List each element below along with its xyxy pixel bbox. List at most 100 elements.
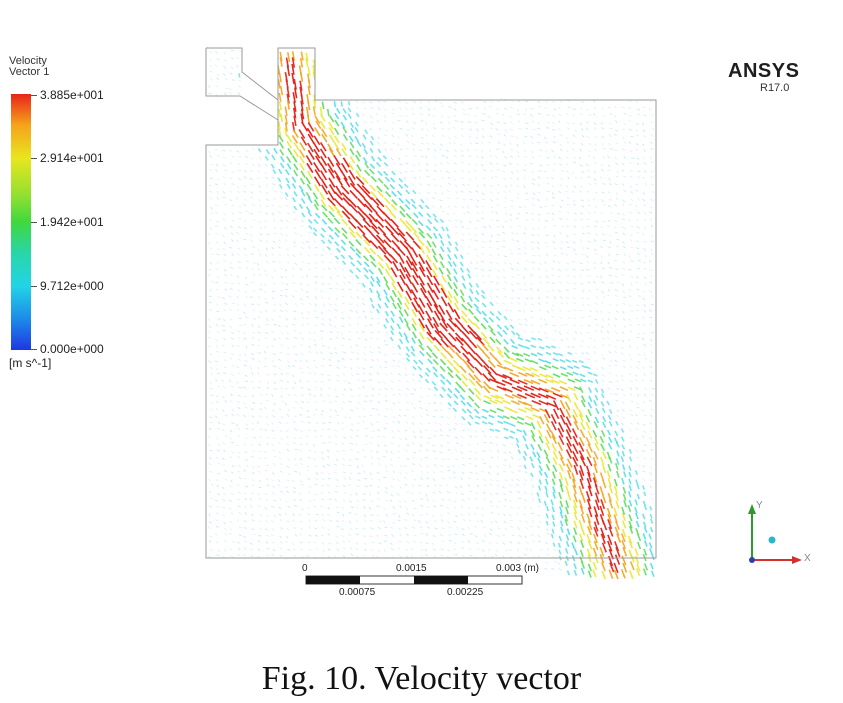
velocity-vector-arrow [628,100,632,103]
velocity-vector-arrow [361,420,366,423]
velocity-vector-arrow [600,122,604,125]
velocity-vector-arrow [587,379,594,384]
velocity-vector-arrow [488,317,494,323]
velocity-vector-arrow [300,170,306,178]
velocity-vector-arrow [413,478,417,481]
velocity-vector-arrow [573,569,578,576]
velocity-vector-arrow [336,366,340,369]
velocity-vector-arrow [546,198,549,201]
velocity-vector-arrow [490,211,494,214]
velocity-vector-arrow [550,386,561,393]
velocity-vector-arrow [266,442,270,446]
velocity-vector-arrow [278,261,282,264]
velocity-vector-arrow [314,343,317,347]
velocity-vector-arrow [384,204,392,213]
velocity-vector-arrow [413,359,418,365]
velocity-vector-arrow [566,275,570,277]
velocity-vector-arrow [496,121,500,124]
velocity-vector-arrow [286,479,290,482]
velocity-vector-arrow [321,542,325,546]
velocity-vector-arrow [299,234,303,237]
velocity-vector-arrow [628,372,632,376]
velocity-vector-arrow [299,548,304,551]
velocity-vector-arrow [405,198,411,205]
velocity-vector-arrow [404,302,410,311]
velocity-vector-arrow [287,360,290,364]
velocity-vector-arrow [572,535,577,543]
velocity-vector-arrow [215,478,219,482]
velocity-vector-arrow [398,309,404,317]
velocity-vector-arrow [546,156,550,159]
velocity-vector-arrow [426,232,433,240]
velocity-vector-arrow [425,351,432,359]
velocity-vector-arrow [635,204,638,208]
velocity-vector-arrow [237,226,241,229]
velocity-vector-arrow [545,374,554,379]
velocity-vector-arrow [242,414,246,418]
velocity-vector-arrow [439,261,445,269]
velocity-vector-arrow [565,217,569,220]
velocity-vector-arrow [315,351,319,355]
velocity-vector-arrow [469,435,473,438]
velocity-vector-arrow [524,108,528,112]
velocity-vector-arrow [448,136,451,140]
velocity-vector-arrow [488,386,499,392]
velocity-vector-arrow [511,344,518,349]
velocity-vector-arrow [238,476,242,480]
velocity-vector-arrow [398,409,402,411]
velocity-vector-arrow [551,345,556,349]
velocity-vector-arrow [244,276,248,280]
velocity-vector-arrow [389,295,395,303]
velocity-vector-arrow [564,560,568,567]
velocity-vector-arrow [460,190,464,193]
velocity-vector-arrow [216,197,220,200]
velocity-vector-arrow [453,162,457,165]
velocity-vector-arrow [516,297,520,300]
velocity-vector-arrow [588,337,592,339]
velocity-vector-arrow [462,533,465,537]
velocity-vector-arrow [245,464,249,468]
velocity-vector-arrow [481,359,490,369]
velocity-vector-arrow [214,211,218,214]
velocity-vector-arrow [327,528,331,531]
velocity-vector-arrow [222,176,226,179]
velocity-vector-arrow [530,142,534,145]
velocity-vector-arrow [494,175,498,178]
velocity-vector-arrow [397,456,401,459]
velocity-vector-arrow [350,435,353,439]
velocity-vector-arrow [544,360,552,365]
velocity-vector-arrow [321,451,324,455]
velocity-vector-arrow [425,521,429,524]
velocity-vector-arrow [650,274,653,277]
velocity-vector-arrow [222,149,226,152]
velocity-vector-arrow [328,127,335,136]
velocity-vector-arrow [356,304,359,307]
velocity-vector-arrow [490,169,493,173]
velocity-vector-arrow [391,199,398,206]
velocity-vector-arrow [347,316,351,320]
velocity-vector-arrow [559,520,564,527]
velocity-vector-arrow [384,176,391,182]
velocity-vector-arrow [622,317,626,321]
velocity-vector-arrow [483,479,487,482]
velocity-vector-arrow [453,302,460,311]
velocity-vector-arrow [327,143,334,153]
velocity-vector-arrow [258,198,261,202]
velocity-vector-arrow [420,198,425,204]
velocity-vector-arrow [558,120,561,124]
velocity-vector-arrow [447,469,451,472]
velocity-vector-arrow [448,533,452,537]
velocity-vector-arrow [299,479,302,483]
velocity-vector-arrow [544,542,548,545]
velocity-vector-arrow [405,133,409,137]
figure-caption: Fig. 10. Velocity vector [261,660,582,697]
velocity-vector-arrow [523,401,533,407]
velocity-vector-arrow [530,135,534,139]
velocity-vector-arrow [510,297,514,300]
velocity-vector-arrow [355,310,358,314]
velocity-vector-arrow [390,330,395,336]
velocity-vector-arrow [313,148,321,159]
velocity-vector-arrow [209,177,213,180]
velocity-vector-arrow [433,435,437,438]
velocity-vector-arrow [586,163,590,167]
